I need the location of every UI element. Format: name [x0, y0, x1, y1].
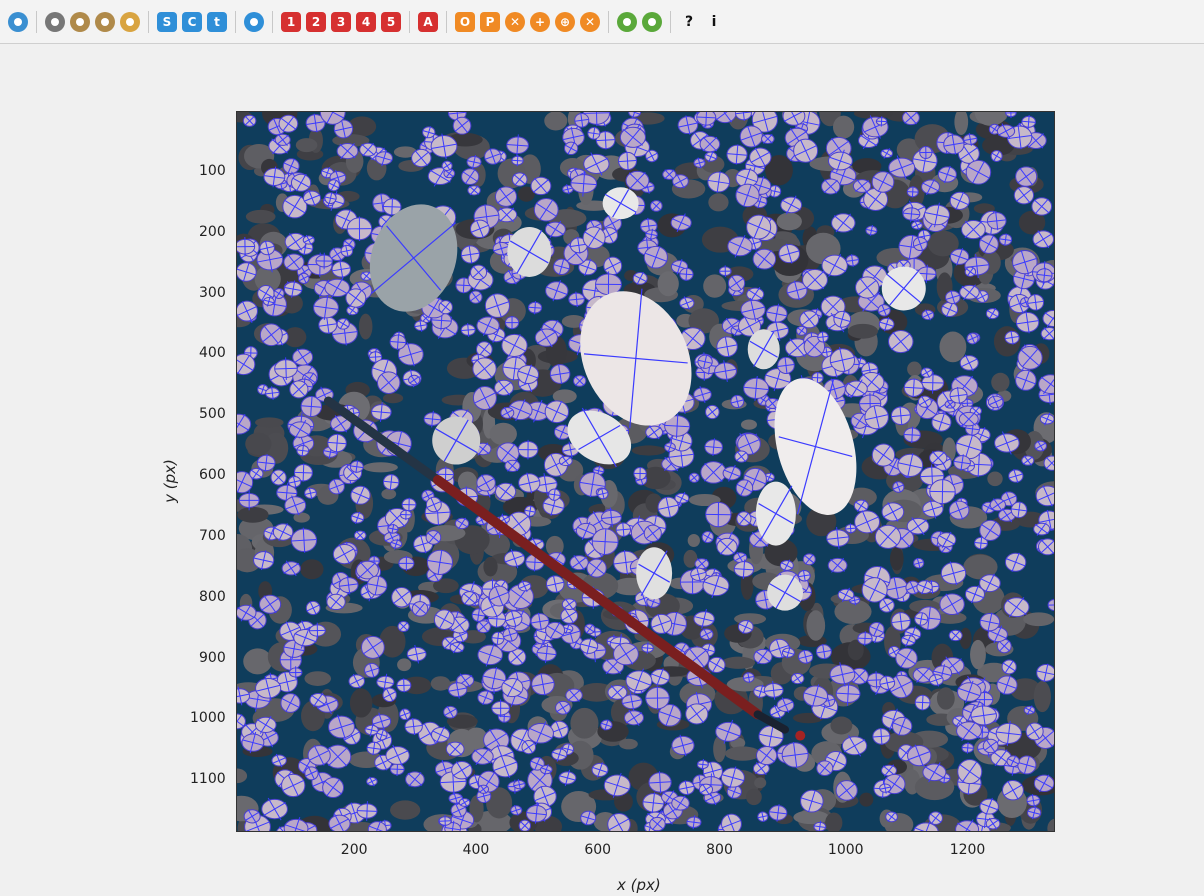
- hand-icon: [126, 17, 134, 26]
- p-button[interactable]: P: [480, 11, 500, 32]
- save-button[interactable]: [642, 11, 662, 32]
- letter-o-icon: O: [459, 14, 471, 29]
- x-tick-label: 800: [706, 842, 733, 858]
- globe-icon: [51, 17, 59, 26]
- toolbar-separator: [272, 10, 273, 33]
- y-tick-label: 300: [199, 284, 226, 301]
- number-4-icon: 4: [361, 14, 371, 29]
- t-button[interactable]: t: [207, 11, 227, 32]
- toolbar-separator: [670, 10, 671, 33]
- one-button[interactable]: 1: [281, 11, 301, 32]
- number-3-icon: 3: [336, 14, 346, 29]
- letter-a-icon: A: [423, 14, 433, 29]
- letter-s-icon: S: [162, 14, 172, 29]
- y-tick-label: 600: [199, 467, 226, 484]
- y-tick-label: 700: [199, 527, 226, 544]
- y-tick-label: 900: [199, 649, 226, 666]
- plus-icon: +: [534, 14, 546, 29]
- y-tick-label: 1100: [190, 771, 226, 788]
- orange-plus-button[interactable]: +: [530, 11, 550, 32]
- orange-close-button[interactable]: ✕: [580, 11, 600, 32]
- three-button[interactable]: 3: [331, 11, 351, 32]
- y-tick-label: 500: [199, 406, 226, 423]
- x-tick-label: 600: [584, 842, 612, 858]
- folder-icon: [14, 17, 22, 26]
- cross-icon: ✕: [509, 14, 521, 29]
- x-axis-label: x (px): [617, 876, 661, 894]
- info-icon: i: [711, 13, 717, 30]
- o-button[interactable]: O: [455, 11, 475, 32]
- letter-p-icon: P: [485, 14, 495, 29]
- question-icon: ?: [684, 13, 694, 30]
- bar-chart-icon: [623, 17, 631, 26]
- letter-c-icon: C: [187, 14, 197, 29]
- zoom-out-button[interactable]: [95, 11, 115, 32]
- toolbar-separator: [446, 10, 447, 33]
- toolbar-separator: [409, 10, 410, 33]
- help-button[interactable]: ?: [679, 12, 699, 32]
- two-button[interactable]: 2: [306, 11, 326, 32]
- toolbar-separator: [36, 10, 37, 33]
- x-tick-label: 1200: [949, 842, 986, 858]
- flask-button[interactable]: [244, 11, 264, 32]
- y-tick-label: 800: [199, 588, 226, 605]
- close-icon: ✕: [584, 14, 596, 29]
- five-button[interactable]: 5: [381, 11, 401, 32]
- info-button[interactable]: i: [704, 12, 724, 32]
- magnifier-plus-icon: [76, 17, 84, 26]
- y-tick-label: 400: [199, 345, 226, 362]
- s-button[interactable]: S: [157, 11, 177, 32]
- orange-x-button[interactable]: ✕: [505, 11, 525, 32]
- toolbar-separator: [148, 10, 149, 33]
- segmented-image[interactable]: [236, 111, 1055, 832]
- toolbar-separator: [608, 10, 609, 33]
- four-button[interactable]: 4: [356, 11, 376, 32]
- y-axis-label: y (px): [160, 459, 179, 503]
- number-1-icon: 1: [286, 14, 296, 29]
- toolbar-separator: [235, 10, 236, 33]
- zoom-in-button[interactable]: [70, 11, 90, 32]
- globe-button[interactable]: [45, 11, 65, 32]
- chart-button[interactable]: [617, 11, 637, 32]
- number-5-icon: 5: [386, 14, 396, 29]
- a-button[interactable]: A: [418, 11, 438, 32]
- y-tick-label: 100: [199, 162, 226, 179]
- save-icon: [648, 17, 656, 26]
- c-button[interactable]: C: [182, 11, 202, 32]
- crosshair-icon: ⊕: [559, 14, 571, 29]
- x-tick-label: 400: [462, 842, 490, 858]
- orange-crosshair-button[interactable]: ⊕: [555, 11, 575, 32]
- pan-button[interactable]: [120, 11, 140, 32]
- y-tick-label: 200: [199, 223, 226, 240]
- open-folder-button[interactable]: [8, 11, 28, 32]
- number-2-icon: 2: [311, 14, 321, 29]
- x-tick-label: 1000: [827, 842, 864, 858]
- magnifier-minus-icon: [101, 17, 109, 26]
- grain-overlay: [237, 112, 1054, 831]
- flask-icon: [250, 17, 258, 26]
- x-tick-label: 200: [340, 842, 368, 858]
- y-tick-label: 1000: [190, 710, 226, 727]
- letter-t-icon: t: [214, 14, 220, 29]
